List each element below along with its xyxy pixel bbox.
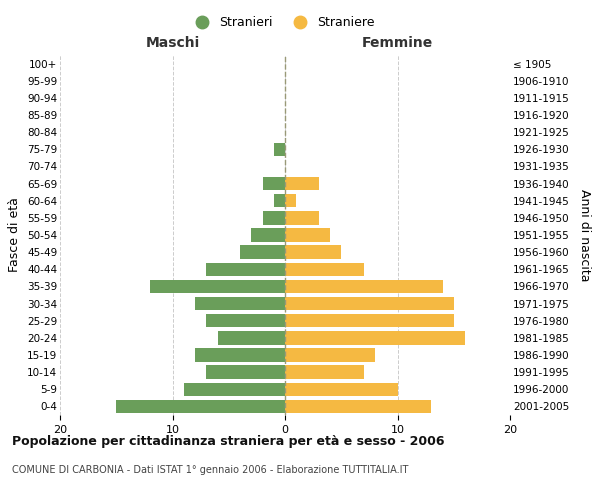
Bar (263, 177, 285, 190)
Bar (206, 366, 285, 379)
Bar (206, 314, 285, 328)
Bar (285, 177, 319, 190)
Bar (285, 297, 454, 310)
Bar (184, 382, 285, 396)
Bar (116, 400, 285, 413)
Bar (285, 194, 296, 207)
Bar (285, 280, 443, 293)
Bar (218, 331, 285, 344)
Y-axis label: Fasce di età: Fasce di età (8, 198, 22, 272)
Bar (195, 297, 285, 310)
Bar (285, 348, 375, 362)
Y-axis label: Anni di nascita: Anni di nascita (578, 188, 591, 281)
Text: Popolazione per cittadinanza straniera per età e sesso - 2006: Popolazione per cittadinanza straniera p… (12, 435, 445, 448)
Bar (285, 400, 431, 413)
Bar (251, 228, 285, 241)
Bar (240, 246, 285, 259)
Bar (285, 382, 398, 396)
Bar (285, 246, 341, 259)
Bar (285, 314, 454, 328)
Text: Femmine: Femmine (362, 36, 433, 50)
Bar (285, 211, 319, 224)
Bar (285, 331, 465, 344)
Bar (206, 262, 285, 276)
Bar (274, 194, 285, 207)
Bar (285, 262, 364, 276)
Bar (285, 366, 364, 379)
Text: COMUNE DI CARBONIA - Dati ISTAT 1° gennaio 2006 - Elaborazione TUTTITALIA.IT: COMUNE DI CARBONIA - Dati ISTAT 1° genna… (12, 465, 409, 475)
Text: Maschi: Maschi (145, 36, 200, 50)
Bar (285, 228, 330, 241)
Bar (195, 348, 285, 362)
Bar (263, 211, 285, 224)
Legend: Stranieri, Straniere: Stranieri, Straniere (184, 11, 380, 34)
Bar (150, 280, 285, 293)
Bar (274, 142, 285, 156)
